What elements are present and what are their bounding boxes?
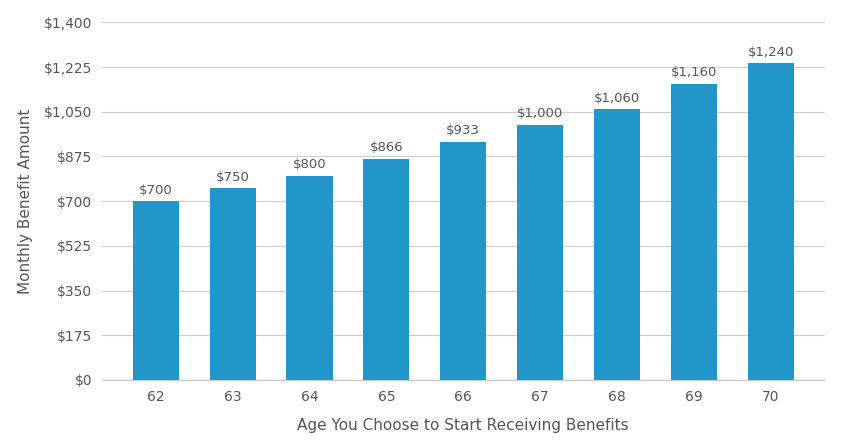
- Bar: [363, 159, 410, 380]
- Text: $800: $800: [292, 158, 326, 171]
- Y-axis label: Monthly Benefit Amount: Monthly Benefit Amount: [18, 109, 33, 294]
- Bar: [517, 125, 564, 380]
- Bar: [594, 109, 640, 380]
- Bar: [210, 188, 256, 380]
- Bar: [671, 84, 717, 380]
- Bar: [133, 201, 178, 380]
- Text: $700: $700: [139, 184, 173, 197]
- Text: $1,240: $1,240: [747, 46, 794, 59]
- Bar: [440, 142, 486, 380]
- Bar: [748, 63, 794, 380]
- Bar: [286, 176, 332, 380]
- Text: $1,160: $1,160: [671, 66, 717, 79]
- Text: $1,000: $1,000: [517, 107, 564, 120]
- Text: $933: $933: [446, 124, 480, 137]
- Text: $1,060: $1,060: [594, 92, 640, 105]
- X-axis label: Age You Choose to Start Receiving Benefits: Age You Choose to Start Receiving Benefi…: [298, 417, 629, 433]
- Text: $866: $866: [370, 141, 403, 154]
- Text: $750: $750: [216, 171, 250, 184]
